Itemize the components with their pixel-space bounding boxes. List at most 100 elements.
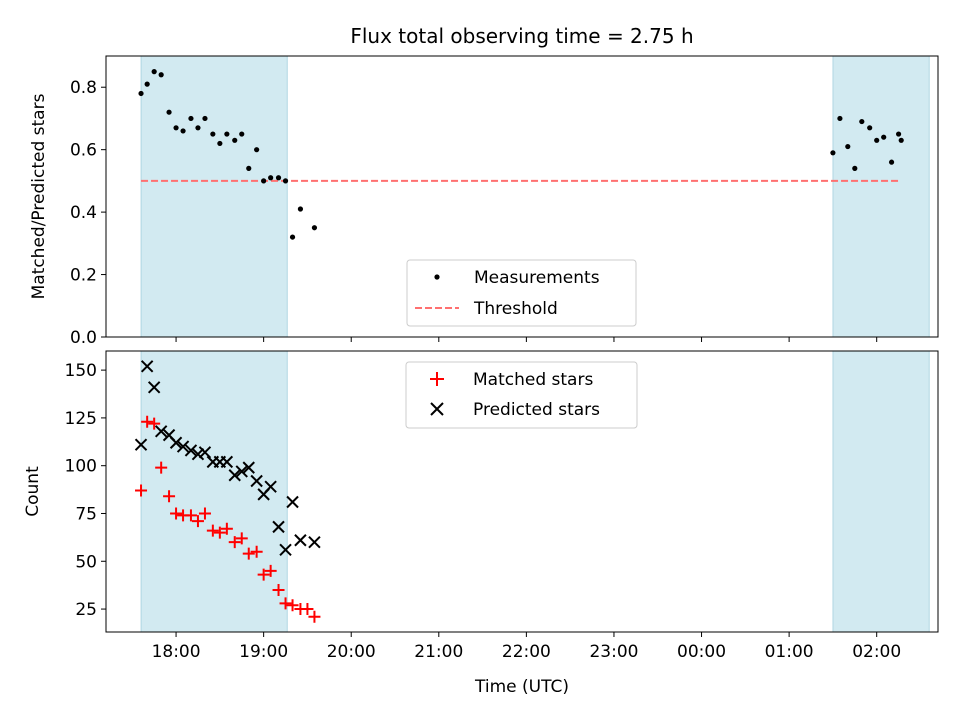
matched-star-point [213, 526, 226, 539]
measurement-point [239, 131, 245, 137]
measurement-point [188, 115, 194, 122]
predicted-star-point [198, 446, 212, 459]
matched-star-point [257, 568, 270, 581]
x-tick-label: 00:00 [677, 642, 726, 662]
measurement-point [180, 128, 186, 134]
matched-star-point [198, 507, 211, 520]
x-tick-label: 23:00 [589, 642, 638, 662]
measurement-point [867, 125, 873, 131]
predicted-star-point [279, 543, 292, 557]
matched-star-point [250, 545, 263, 558]
matched-star-point [264, 564, 277, 577]
matched-star-point [220, 522, 233, 535]
measurement-point [261, 178, 267, 184]
shaded-window [140, 350, 288, 633]
count-plot-frame [105, 350, 939, 633]
matched-star-point [228, 536, 241, 549]
matched-star-point [286, 599, 299, 612]
predicted-star-point [264, 480, 277, 493]
y-tick-label: 25 [75, 600, 97, 620]
measurement-point [859, 118, 865, 125]
ratio-legend-box [406, 259, 637, 327]
ratio-legend: Measurements Threshold [406, 259, 637, 327]
predicted-star-point [154, 425, 168, 438]
measurement-point [895, 131, 902, 137]
predicted-star-point [140, 360, 154, 373]
predicted-star-point [235, 465, 248, 478]
x-tick-label: 22:00 [502, 642, 551, 662]
y-tick-label: 0.0 [70, 328, 97, 348]
legend-predicted-label: Predicted stars [473, 400, 600, 420]
matched-star-point [242, 547, 255, 560]
shaded-window [140, 55, 288, 338]
predicted-star-point [242, 461, 255, 474]
observing-window-shading [140, 350, 930, 633]
matched-star-point [308, 610, 321, 623]
measurement-point [217, 140, 223, 147]
ratio-panel: 0.00.20.40.60.8 Matched/Predicted stars … [29, 55, 939, 348]
measurement-point [275, 175, 282, 181]
predicted-star-point [250, 474, 263, 488]
matched-star-point [206, 524, 219, 537]
predicted-star-point [191, 448, 205, 461]
measurement-point [202, 115, 208, 122]
y-tick-label: 125 [65, 409, 97, 429]
matched-star-point [135, 484, 148, 497]
x-axis-label: Time (UTC) [474, 677, 569, 697]
measurement-point [210, 131, 216, 137]
x-tick-label: 02:00 [852, 642, 901, 662]
measurement-point [158, 72, 164, 78]
matched-star-point [184, 509, 197, 522]
predicted-star-point [220, 455, 234, 469]
predicted-star-point [228, 469, 241, 482]
matched-star-point [170, 507, 183, 520]
predicted-star-point [176, 440, 190, 453]
measurement-point [151, 69, 157, 75]
legend-matched-label: Matched stars [473, 370, 593, 390]
measurement-point [845, 143, 851, 150]
ratio-y-ticks: 0.0 0.2 0.4 0.6 0.8 [70, 78, 106, 348]
measurement-point [852, 165, 858, 171]
predicted-star-point [184, 444, 198, 457]
y-tick-label: 0.4 [70, 203, 97, 223]
predicted-star-point [134, 438, 148, 451]
count-y-ticks: 25 50 75 100 125 150 [65, 361, 106, 620]
measurement-point [297, 206, 304, 212]
matched-star-point [141, 415, 154, 428]
measurement-point [881, 134, 887, 140]
measurement-point [144, 81, 150, 87]
measurement-point [888, 159, 895, 165]
measurement-point [224, 131, 230, 137]
measurement-point [830, 150, 836, 156]
matched-star-point [148, 417, 161, 430]
measurement-point [289, 234, 296, 240]
x-tick-label: 19:00 [239, 642, 288, 662]
y-tick-label: 0.2 [70, 266, 97, 286]
shaded-window [832, 55, 930, 338]
count-points [134, 360, 321, 623]
x-tick-label: 01:00 [765, 642, 814, 662]
shaded-window [832, 350, 930, 633]
measurement-point [232, 137, 238, 143]
y-tick-label: 150 [65, 361, 97, 381]
matched-star-point [301, 603, 314, 616]
observing-window-shading [140, 55, 930, 338]
count-y-label: Count [23, 466, 43, 517]
measurement-point [898, 137, 904, 143]
matched-star-point [272, 583, 285, 596]
y-tick-label: 75 [75, 504, 97, 524]
measurement-point [173, 125, 179, 131]
measurement-point [268, 175, 274, 181]
predicted-star-point [169, 436, 183, 449]
y-tick-label: 50 [75, 552, 97, 572]
count-legend: Matched stars Predicted stars [405, 361, 638, 429]
y-tick-label: 0.6 [70, 141, 97, 161]
matched-star-point [191, 515, 204, 528]
x-tick-label: 21:00 [414, 642, 463, 662]
legend-threshold-label: Threshold [473, 299, 558, 319]
measurement-point [246, 165, 252, 171]
measurement-point [195, 125, 201, 131]
legend-measurements-marker [434, 274, 440, 280]
count-panel: 25 50 75 100 125 150 18:00 19:00 20:00 21:00 22:0… [23, 350, 939, 662]
matched-star-point [163, 490, 176, 503]
